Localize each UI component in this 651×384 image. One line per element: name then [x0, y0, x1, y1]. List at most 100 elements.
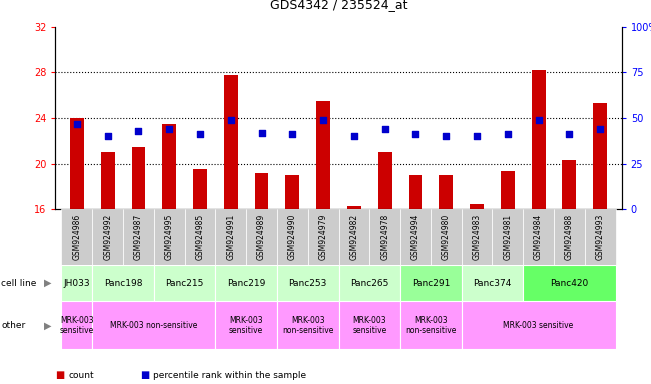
Bar: [339, 209, 369, 265]
Text: ■: ■: [55, 370, 64, 380]
Text: cell line: cell line: [1, 279, 36, 288]
Bar: [277, 209, 308, 265]
Bar: [532, 70, 546, 209]
Bar: [215, 265, 277, 301]
Text: MRK-003 non-sensitive: MRK-003 non-sensitive: [110, 321, 197, 330]
Point: [564, 131, 575, 137]
Bar: [400, 301, 462, 349]
Bar: [277, 301, 339, 349]
Text: GSM924988: GSM924988: [565, 214, 574, 260]
Point: [410, 131, 421, 137]
Bar: [400, 209, 431, 265]
Bar: [400, 265, 462, 301]
Text: GSM924978: GSM924978: [380, 214, 389, 260]
Text: MRK-003
non-sensitive: MRK-003 non-sensitive: [405, 316, 456, 335]
Bar: [61, 209, 92, 265]
Text: GDS4342 / 235524_at: GDS4342 / 235524_at: [270, 0, 408, 12]
Bar: [61, 265, 92, 301]
Bar: [462, 301, 616, 349]
Text: GSM924984: GSM924984: [534, 214, 543, 260]
Text: percentile rank within the sample: percentile rank within the sample: [153, 371, 306, 380]
Text: GSM924990: GSM924990: [288, 214, 297, 260]
Point: [256, 130, 267, 136]
Bar: [409, 175, 422, 209]
Bar: [154, 209, 185, 265]
Point: [287, 131, 298, 137]
Bar: [123, 209, 154, 265]
Text: Panc198: Panc198: [104, 279, 143, 288]
Text: GSM924994: GSM924994: [411, 214, 420, 260]
Point: [164, 126, 174, 132]
Text: MRK-003
non-sensitive: MRK-003 non-sensitive: [282, 316, 333, 335]
Bar: [462, 265, 523, 301]
Bar: [92, 265, 154, 301]
Point: [441, 133, 451, 139]
Text: JH033: JH033: [64, 279, 90, 288]
Bar: [101, 152, 115, 209]
Point: [503, 131, 513, 137]
Bar: [285, 175, 299, 209]
Bar: [246, 209, 277, 265]
Point: [472, 133, 482, 139]
Text: count: count: [68, 371, 94, 380]
Bar: [431, 209, 462, 265]
Bar: [308, 209, 339, 265]
Text: GSM924992: GSM924992: [103, 214, 112, 260]
Point: [380, 126, 390, 132]
Bar: [470, 204, 484, 209]
Text: Panc291: Panc291: [411, 279, 450, 288]
Text: ■: ■: [140, 370, 149, 380]
Bar: [92, 209, 123, 265]
Bar: [554, 209, 585, 265]
Bar: [215, 209, 246, 265]
Bar: [224, 75, 238, 209]
Text: MRK-003
sensitive: MRK-003 sensitive: [229, 316, 263, 335]
Point: [318, 117, 328, 123]
Bar: [215, 301, 277, 349]
Point: [595, 126, 605, 132]
Bar: [61, 301, 92, 349]
Bar: [369, 209, 400, 265]
Point: [133, 128, 144, 134]
Point: [533, 117, 544, 123]
Text: GSM924980: GSM924980: [442, 214, 450, 260]
Text: ▶: ▶: [44, 320, 51, 331]
Text: MRK-003
sensitive: MRK-003 sensitive: [60, 316, 94, 335]
Bar: [316, 101, 330, 209]
Point: [349, 133, 359, 139]
Text: GSM924995: GSM924995: [165, 214, 174, 260]
Text: Panc420: Panc420: [550, 279, 589, 288]
Bar: [439, 175, 453, 209]
Bar: [339, 265, 400, 301]
Bar: [277, 265, 339, 301]
Bar: [378, 152, 392, 209]
Text: GSM924985: GSM924985: [195, 214, 204, 260]
Text: MRK-003 sensitive: MRK-003 sensitive: [503, 321, 574, 330]
Bar: [70, 118, 84, 209]
Text: Panc215: Panc215: [165, 279, 204, 288]
Bar: [462, 209, 492, 265]
Text: GSM924991: GSM924991: [227, 214, 235, 260]
Text: GSM924979: GSM924979: [318, 214, 327, 260]
Point: [195, 131, 205, 137]
Text: Panc219: Panc219: [227, 279, 266, 288]
Bar: [255, 173, 268, 209]
Bar: [492, 209, 523, 265]
Bar: [154, 265, 215, 301]
Point: [226, 117, 236, 123]
Text: GSM924993: GSM924993: [596, 214, 605, 260]
Text: other: other: [1, 321, 25, 330]
Bar: [92, 301, 215, 349]
Bar: [347, 206, 361, 209]
Point: [72, 121, 82, 127]
Text: GSM924989: GSM924989: [257, 214, 266, 260]
Text: Panc374: Panc374: [473, 279, 512, 288]
Point: [102, 133, 113, 139]
Bar: [339, 301, 400, 349]
Bar: [185, 209, 215, 265]
Text: GSM924983: GSM924983: [473, 214, 482, 260]
Text: MRK-003
sensitive: MRK-003 sensitive: [352, 316, 387, 335]
Text: Panc253: Panc253: [288, 279, 327, 288]
Text: GSM924987: GSM924987: [134, 214, 143, 260]
Text: GSM924981: GSM924981: [503, 214, 512, 260]
